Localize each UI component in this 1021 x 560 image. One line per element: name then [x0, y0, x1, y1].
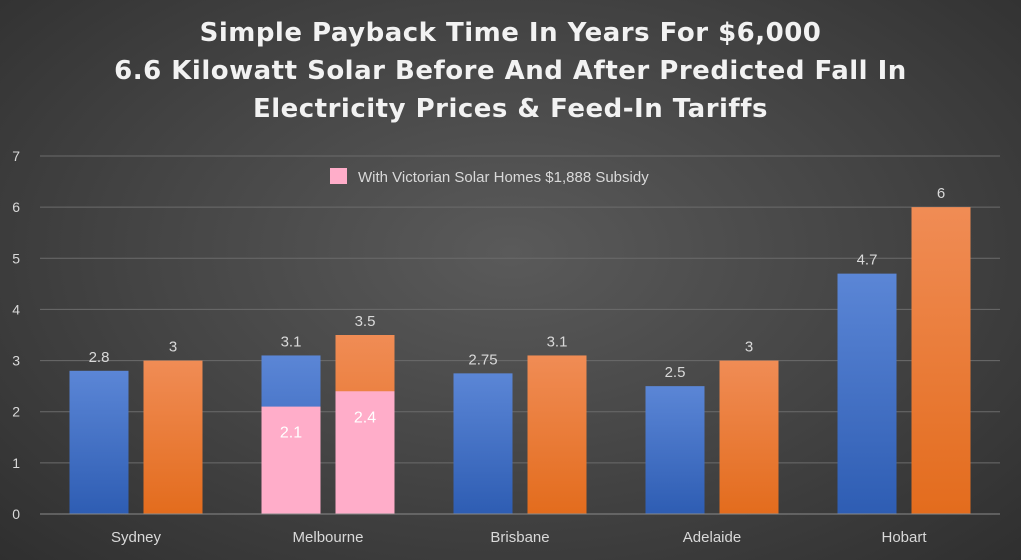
y-tick-label: 0 — [12, 506, 20, 522]
y-tick-label: 1 — [12, 455, 20, 471]
bar — [837, 273, 897, 514]
y-tick-label: 7 — [12, 148, 20, 164]
y-tick-label: 5 — [12, 250, 20, 266]
data-label: 2.8 — [89, 349, 110, 366]
bar — [911, 207, 971, 514]
bar — [527, 355, 587, 514]
subsidy-data-label: 2.1 — [280, 425, 302, 442]
bar — [69, 370, 129, 514]
y-tick-label: 2 — [12, 404, 20, 420]
y-tick-label: 3 — [12, 353, 20, 369]
title-line-1: Simple Payback Time In Years For $6,000 — [199, 18, 822, 48]
data-label: 3 — [169, 339, 177, 356]
x-tick-label: Sydney — [111, 529, 162, 546]
subsidy-bar — [261, 406, 321, 514]
data-label: 2.75 — [468, 351, 497, 368]
title-line-2: 6.6 Kilowatt Solar Before And After Pred… — [114, 56, 907, 86]
data-label: 4.7 — [857, 252, 878, 269]
chart-title: Simple Payback Time In Years For $6,000 … — [0, 14, 1021, 128]
subsidy-bar — [335, 391, 395, 514]
x-tick-label: Melbourne — [293, 529, 364, 546]
legend-swatch — [330, 168, 347, 184]
bar — [719, 360, 779, 514]
x-tick-label: Adelaide — [683, 529, 741, 546]
data-label: 3.5 — [355, 313, 376, 330]
bar — [453, 373, 513, 514]
bar — [143, 360, 203, 514]
subsidy-data-label: 2.4 — [354, 409, 376, 426]
y-tick-label: 6 — [12, 199, 20, 215]
data-label: 3.1 — [281, 333, 302, 350]
y-tick-label: 4 — [12, 301, 20, 317]
x-tick-label: Brisbane — [490, 529, 549, 546]
x-tick-label: Hobart — [881, 529, 927, 546]
bar — [645, 386, 705, 514]
data-label: 6 — [937, 185, 945, 202]
legend-label: With Victorian Solar Homes $1,888 Subsid… — [358, 169, 649, 186]
data-label: 3.1 — [547, 333, 568, 350]
title-line-3: Electricity Prices & Feed-In Tariffs — [252, 94, 769, 124]
data-label: 3 — [745, 339, 753, 356]
data-label: 2.5 — [665, 364, 686, 381]
